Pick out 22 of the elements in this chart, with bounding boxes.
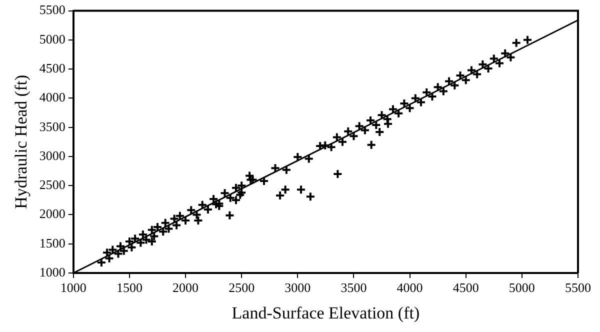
y-tick-label: 2500 (39, 177, 66, 192)
y-tick-label: 4500 (39, 60, 66, 76)
x-tick-label: 5000 (508, 280, 535, 296)
y-tick-label: 3500 (39, 118, 66, 134)
y-axis-title: Hydraulic Head (ft) (12, 74, 31, 209)
x-tick-label: 1000 (60, 280, 86, 296)
x-tick-label: 2500 (228, 280, 255, 296)
y-tick-label: 3000 (39, 148, 66, 163)
y-tick-label: 4000 (39, 90, 66, 105)
x-tick-label: 4500 (452, 280, 479, 296)
y-tick-label: 2000 (39, 206, 66, 222)
y-tick-label: 1000 (39, 264, 66, 280)
y-tick-label: 1500 (39, 235, 66, 250)
y-tick-label: 5500 (39, 2, 66, 18)
x-tick-label: 3000 (284, 280, 311, 296)
x-tick-label: 5500 (565, 280, 591, 296)
x-tick-label: 3500 (340, 280, 367, 296)
x-tick-label: 4000 (396, 280, 423, 296)
x-axis-title: Land-Surface Elevation (ft) (232, 303, 420, 322)
x-tick-label: 2000 (172, 280, 199, 296)
y-tick-label: 5000 (39, 31, 66, 46)
x-tick-label: 1500 (116, 280, 142, 296)
